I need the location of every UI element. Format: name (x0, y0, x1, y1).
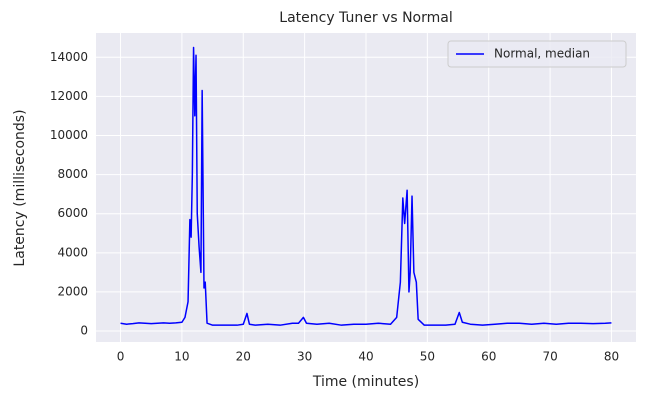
x-tick-label: 70 (542, 350, 557, 364)
y-tick-label: 4000 (57, 245, 88, 259)
y-tick-label: 6000 (57, 206, 88, 220)
x-tick-label: 0 (117, 350, 125, 364)
y-tick-label: 14000 (50, 50, 88, 64)
legend-box (447, 40, 627, 68)
x-tick-label: 60 (481, 350, 496, 364)
y-tick-label: 10000 (50, 128, 88, 142)
x-tick-label: 50 (420, 350, 435, 364)
x-tick-label: 30 (297, 350, 312, 364)
x-tick-label: 20 (236, 350, 251, 364)
y-tick-label: 2000 (57, 284, 88, 298)
legend-label: Normal, median (494, 47, 590, 61)
x-tick-label: 10 (174, 350, 189, 364)
y-tick-label: 8000 (57, 167, 88, 181)
x-axis-label: Time (minutes) (312, 374, 419, 390)
y-tick-label: 0 (80, 324, 88, 338)
y-axis-label: Latency (milliseconds) (12, 109, 28, 266)
x-tick-label: 40 (358, 350, 373, 364)
chart-title: Latency Tuner vs Normal (279, 10, 452, 26)
y-tick-label: 12000 (50, 89, 88, 103)
line (120, 46, 612, 326)
x-tick-label: 80 (604, 350, 619, 364)
